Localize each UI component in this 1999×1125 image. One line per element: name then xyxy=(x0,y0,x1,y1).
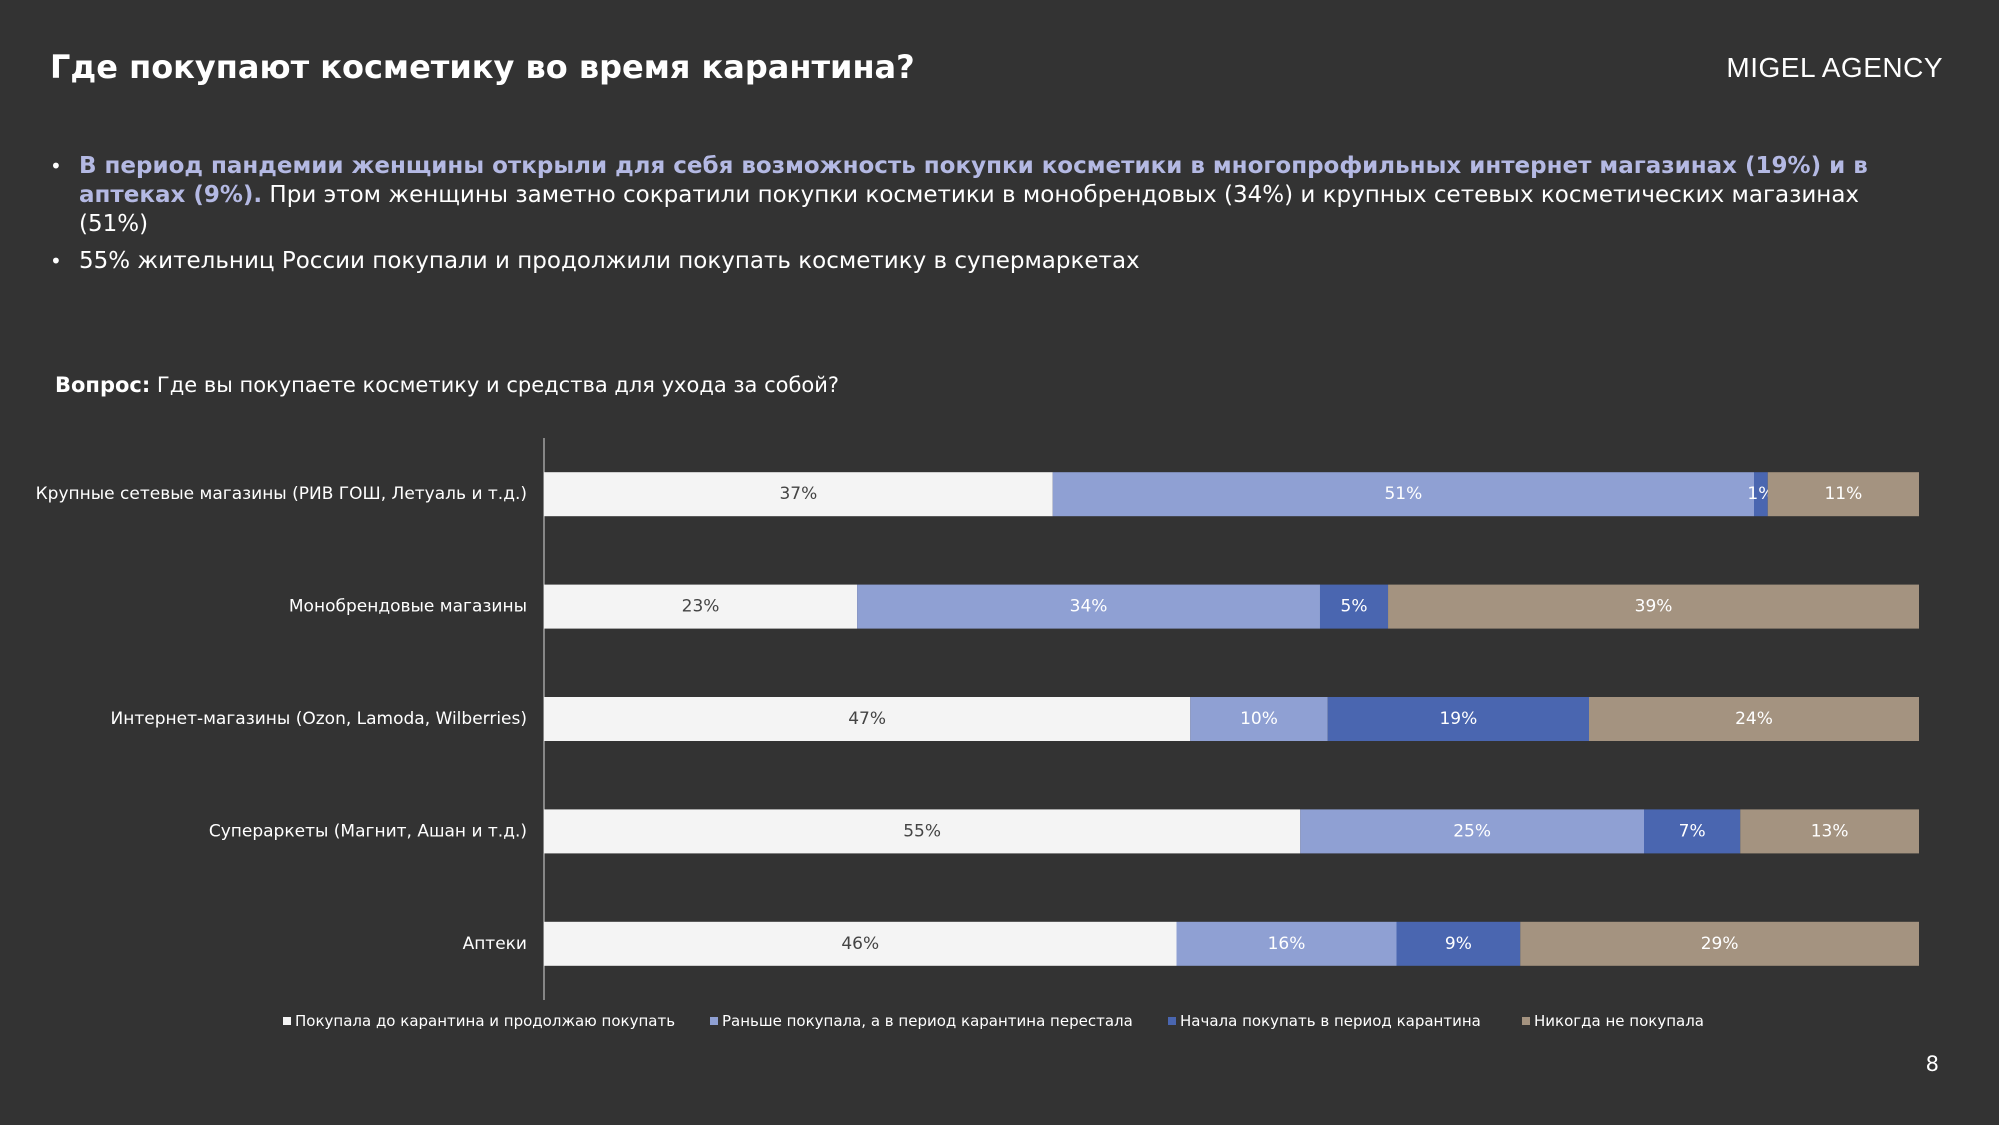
bullet-text: 55% жительниц России покупали и продолжи… xyxy=(79,248,1140,274)
bullet-highlight: В период пандемии женщины открыли для се… xyxy=(79,153,1868,208)
data-label: 29% xyxy=(1701,934,1739,954)
category-label: Монобрендовые магазины xyxy=(289,597,527,617)
data-label: 51% xyxy=(1384,484,1422,504)
legend-label: Покупала до карантина и продолжаю покупа… xyxy=(295,1012,675,1030)
data-label: 9% xyxy=(1445,934,1472,954)
category-label: Супераркеты (Магнит, Ашан и т.д.) xyxy=(209,821,527,841)
bullet-list: В период пандемии женщины открыли для се… xyxy=(50,152,1930,284)
brand-logo: MIGEL AGENCY xyxy=(1726,52,1943,83)
bar-segment xyxy=(1754,472,1768,517)
legend-swatch xyxy=(1168,1017,1176,1025)
bar-segment xyxy=(544,809,1301,854)
bar-segment xyxy=(544,697,1191,741)
data-label: 39% xyxy=(1635,597,1673,617)
bar-segment xyxy=(1767,472,1919,517)
data-label: 1% xyxy=(1747,484,1774,504)
legend-label: Раньше покупала, а в период карантина пе… xyxy=(722,1012,1133,1030)
data-label: 13% xyxy=(1811,821,1849,841)
data-label: 55% xyxy=(903,821,941,841)
bar-segment xyxy=(544,472,1053,517)
page-title: Где покупают косметику во время карантин… xyxy=(50,48,915,86)
bar-segment xyxy=(1520,921,1919,966)
bar-segment xyxy=(1052,472,1754,517)
bullet-item: 55% жительниц России покупали и продолжи… xyxy=(50,247,1930,276)
bullet-item: В период пандемии женщины открыли для се… xyxy=(50,152,1930,239)
category-label: Аптеки xyxy=(463,934,527,954)
bar-segment xyxy=(1319,584,1389,629)
category-label: Интернет-магазины (Ozon, Lamoda, Wilberr… xyxy=(111,709,527,729)
data-label: 24% xyxy=(1735,709,1773,729)
bar-segment xyxy=(1589,697,1919,741)
bar-segment xyxy=(1327,697,1589,741)
bar-segment xyxy=(544,921,1177,966)
data-label: 46% xyxy=(841,934,879,954)
data-label: 47% xyxy=(848,709,886,729)
legend-label: Никогда не покупала xyxy=(1534,1012,1704,1030)
bar-segment xyxy=(1396,921,1521,966)
legend-label: Начала покупать в период карантина xyxy=(1180,1012,1481,1030)
data-label: 10% xyxy=(1240,709,1278,729)
bullet-text: При этом женщины заметно сократили покуп… xyxy=(79,182,1860,237)
bar-segment xyxy=(857,584,1320,629)
data-label: 23% xyxy=(682,597,720,617)
question-label: Вопрос: xyxy=(55,373,151,397)
survey-question: Вопрос: Где вы покупаете косметику и сре… xyxy=(55,373,839,397)
page-number: 8 xyxy=(1925,1052,1939,1076)
bar-segment xyxy=(1300,809,1644,854)
data-label: 7% xyxy=(1679,821,1706,841)
legend-swatch xyxy=(283,1017,291,1025)
data-label: 19% xyxy=(1439,709,1477,729)
bar-segment xyxy=(1644,809,1741,854)
data-label: 25% xyxy=(1453,821,1491,841)
bar-segment xyxy=(1388,584,1919,629)
bar-segment xyxy=(544,584,858,629)
bar-segment xyxy=(1740,809,1919,854)
data-label: 5% xyxy=(1341,597,1368,617)
data-label: 37% xyxy=(779,484,817,504)
bar-segment xyxy=(1176,921,1397,966)
legend-swatch xyxy=(1522,1017,1530,1025)
bar-segment xyxy=(1190,697,1328,741)
data-label: 16% xyxy=(1268,934,1306,954)
data-label: 34% xyxy=(1070,597,1108,617)
data-label: 11% xyxy=(1824,484,1862,504)
legend-swatch xyxy=(710,1017,718,1025)
question-text: Где вы покупаете косметику и средства дл… xyxy=(150,373,840,397)
category-label: Крупные сетевые магазины (РИВ ГОШ, Летуа… xyxy=(36,484,527,504)
